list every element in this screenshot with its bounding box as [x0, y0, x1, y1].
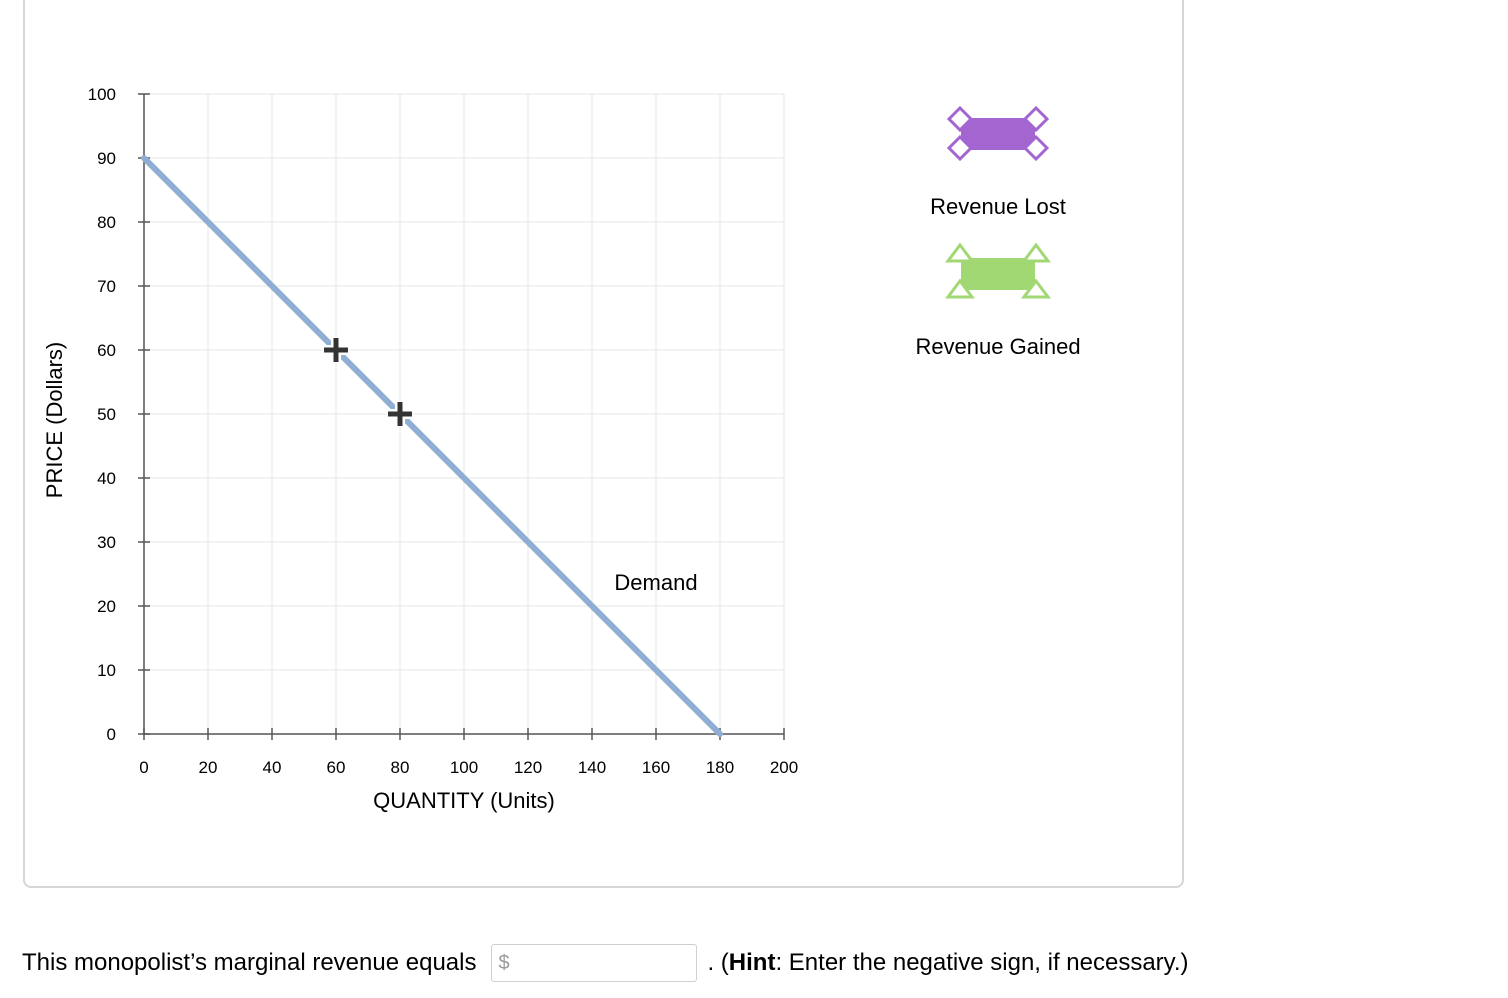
demand-chart: 0 20 40 60 80 100 120 140 160 180 200 0 10 20 30 40 50 60…: [42, 85, 1081, 813]
revenue-lost-fill: [961, 118, 1035, 150]
plus-icon[interactable]: [388, 402, 412, 426]
axes: [138, 93, 785, 740]
y-tick-label: 60: [97, 341, 116, 360]
x-tick-label: 60: [327, 758, 346, 777]
x-axis-title: QUANTITY (Units): [373, 788, 555, 813]
x-tick-label: 0: [139, 758, 148, 777]
x-tick-label: 80: [391, 758, 410, 777]
y-tick-label: 90: [97, 149, 116, 168]
y-tick-label: 40: [97, 469, 116, 488]
y-tick-label: 20: [97, 597, 116, 616]
y-tick-label: 30: [97, 533, 116, 552]
question-suffix-start: . (: [707, 949, 729, 976]
demand-curve-label: Demand: [614, 570, 697, 595]
x-tick-label: 40: [263, 758, 282, 777]
series-line-demand: [141, 155, 723, 737]
triangle-icon: [1021, 278, 1051, 299]
y-axis-title: PRICE (Dollars): [42, 342, 67, 498]
y-tick-label: 0: [107, 725, 116, 744]
diamond-icon: [1022, 134, 1050, 162]
demand-point-1[interactable]: [323, 337, 349, 363]
demand-point-2[interactable]: [387, 401, 413, 427]
series: [141, 155, 723, 737]
x-tick-label: 100: [450, 758, 478, 777]
triangle-icon: [945, 242, 975, 263]
y-tick-label: 70: [97, 277, 116, 296]
y-tick-label: 10: [97, 661, 116, 680]
x-tick-label: 120: [514, 758, 542, 777]
diamond-icon: [1022, 105, 1050, 133]
revenue-gained-label: Revenue Gained: [915, 334, 1080, 359]
marginal-revenue-input[interactable]: [511, 947, 686, 979]
diamond-icon: [946, 105, 974, 133]
x-tick-label: 160: [642, 758, 670, 777]
tick-labels: 0 20 40 60 80 100 120 140 160 180 200 0 10 20 30 40 50 60…: [88, 85, 799, 777]
revenue-gained-fill: [961, 258, 1035, 290]
x-tick-label: 20: [199, 758, 218, 777]
hint-label: Hint: [728, 949, 776, 976]
revenue-gained-tool-icon[interactable]: [945, 242, 1051, 299]
x-tick-label: 200: [770, 758, 798, 777]
y-tick-label: 80: [97, 213, 116, 232]
question-prefix: This monopolist’s marginal revenue equal…: [22, 949, 477, 976]
legend-revenue-lost[interactable]: Revenue Lost: [930, 105, 1066, 219]
diamond-icon: [946, 134, 974, 162]
triangle-icon: [1021, 242, 1051, 263]
question-row: This monopolist’s marginal revenue equal…: [22, 941, 1189, 985]
grid: [144, 93, 785, 734]
x-tick-label: 140: [578, 758, 606, 777]
points[interactable]: [323, 337, 413, 427]
question-suffix-end: : Enter the negative sign, if necessary.…: [775, 949, 1189, 976]
revenue-lost-tool-icon[interactable]: [946, 105, 1050, 162]
x-tick-label: 180: [706, 758, 734, 777]
y-tick-label: 50: [97, 405, 116, 424]
annotations: Demand: [614, 570, 697, 595]
y-tick-label: 100: [88, 85, 116, 104]
legend-revenue-gained[interactable]: Revenue Gained: [915, 242, 1081, 359]
revenue-lost-label: Revenue Lost: [930, 194, 1066, 219]
plus-icon[interactable]: [324, 338, 348, 362]
dollar-sign: $: [498, 951, 510, 974]
triangle-icon: [945, 278, 975, 299]
marginal-revenue-answer-box[interactable]: $: [491, 944, 698, 982]
